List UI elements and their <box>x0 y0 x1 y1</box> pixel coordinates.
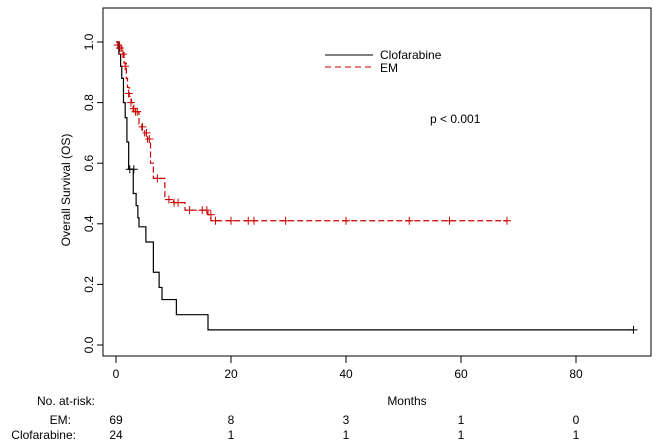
y-axis-label: Overall Survival (OS) <box>59 134 73 247</box>
censor-mark-em <box>138 122 147 131</box>
plot-frame <box>102 7 652 357</box>
axes: 0 20 40 60 80 0.0 0.2 0.4 0.6 0.8 1.0 <box>82 33 583 381</box>
at-risk-value: 0 <box>573 413 580 427</box>
at-risk-value: 8 <box>228 413 235 427</box>
at-risk-values: 69 8 3 1 024 1 1 1 1 <box>109 413 579 442</box>
y-tick-label: 1.0 <box>82 33 96 50</box>
p-value-annotation: p < 0.001 <box>430 112 481 126</box>
censor-mark-em <box>211 216 220 225</box>
censor-mark-em <box>142 128 151 137</box>
censor-mark-em <box>153 174 162 183</box>
censor-mark-em <box>250 216 258 225</box>
at-risk-title: No. at-risk: <box>37 394 95 408</box>
at-risk-row-label-em: EM: <box>50 413 71 427</box>
at-risk-value: 69 <box>109 413 123 427</box>
censor-mark-em <box>342 216 350 225</box>
censor-mark-em <box>503 216 511 225</box>
censor-marks <box>113 41 638 334</box>
censor-mark-em <box>206 210 215 219</box>
series-line-em <box>116 41 507 222</box>
x-tick-label: 80 <box>569 367 583 381</box>
censor-mark-clofarabine <box>129 165 138 174</box>
x-tick-label: 20 <box>224 367 238 381</box>
at-risk-table: No. at-risk: EM: Clofarabine: 69 8 3 1 024 1 1… <box>11 394 579 442</box>
censor-mark-em <box>185 206 194 215</box>
y-tick-label: 0.4 <box>82 215 96 232</box>
x-tick-label: 40 <box>339 367 353 381</box>
series-lines <box>116 41 634 331</box>
at-risk-value: 1 <box>228 428 235 442</box>
legend: Clofarabine EM <box>325 48 442 75</box>
y-tick-label: 0.8 <box>82 94 96 111</box>
at-risk-value: 3 <box>343 413 350 427</box>
legend-label-em: EM <box>380 61 398 75</box>
at-risk-value: 1 <box>343 428 350 442</box>
at-risk-row-label-clofarabine: Clofarabine: <box>11 428 76 442</box>
x-tick-label: 60 <box>454 367 468 381</box>
censor-mark-em <box>227 216 235 225</box>
x-tick-label: 0 <box>113 367 120 381</box>
y-tick-label: 0.0 <box>82 336 96 353</box>
censor-mark-em <box>126 98 135 107</box>
censor-mark-em <box>445 216 454 225</box>
at-risk-value: 1 <box>458 428 465 442</box>
censor-mark-em <box>121 62 130 71</box>
censor-mark-em <box>202 206 211 215</box>
y-tick-label: 0.6 <box>82 155 96 172</box>
censor-mark-em <box>174 198 183 207</box>
censor-mark-em <box>133 107 142 116</box>
at-risk-value: 24 <box>109 428 123 442</box>
censor-mark-em <box>116 44 125 53</box>
at-risk-value: 1 <box>573 428 580 442</box>
censor-mark-em <box>281 216 290 225</box>
y-tick-label: 0.2 <box>82 276 96 293</box>
censor-mark-clofarabine <box>629 325 638 334</box>
series-line-clofarabine <box>116 41 634 331</box>
censor-mark-em <box>118 50 127 59</box>
at-risk-value: 1 <box>458 413 465 427</box>
censor-mark-em <box>405 216 414 225</box>
legend-label-clofarabine: Clofarabine <box>380 48 442 62</box>
censor-mark-em <box>164 195 173 204</box>
censor-mark-em <box>145 134 154 143</box>
x-axis-label: Months <box>387 394 426 408</box>
censor-mark-em <box>124 89 133 98</box>
